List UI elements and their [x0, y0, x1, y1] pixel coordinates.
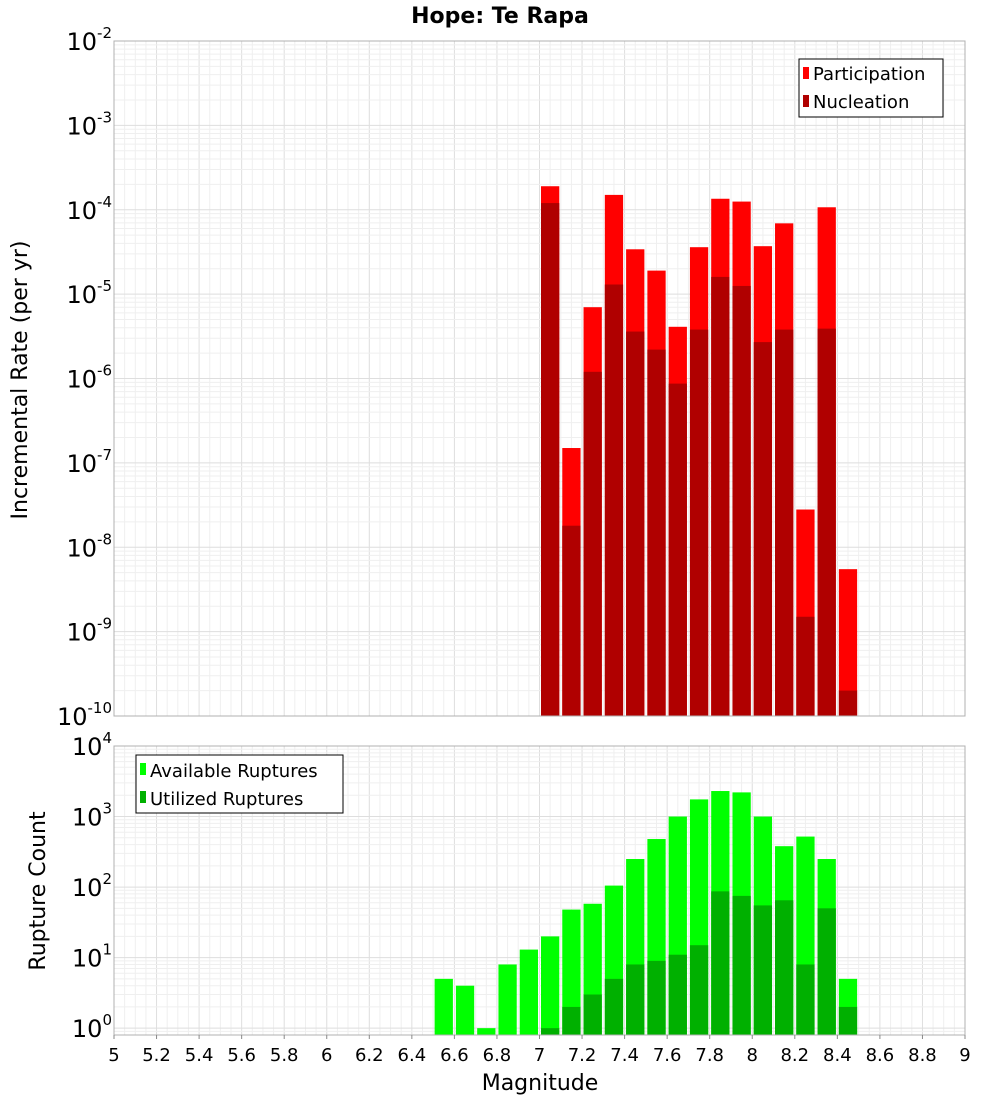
x-tick-label: 5.2	[142, 1045, 171, 1066]
participation-bar	[838, 569, 858, 716]
count-y-tick-label: 104	[72, 729, 112, 761]
available-ruptures-bar	[562, 909, 581, 1035]
rate-grid	[113, 41, 966, 717]
x-tick-label: 7.6	[653, 1045, 682, 1066]
x-tick-label: 6	[321, 1045, 332, 1066]
nucleation-bar	[562, 525, 581, 716]
nucleation-bar	[604, 284, 624, 716]
count-y-ticks: 100 101 102 103 104	[72, 729, 112, 1043]
count-y-tick-label: 101	[72, 941, 112, 973]
nucleation-bar	[732, 285, 751, 716]
legend-swatch-participation	[803, 67, 809, 79]
count-y-tick-label: 103	[72, 800, 112, 832]
legend-swatch-utilized	[140, 791, 146, 803]
utilized-ruptures-bar	[626, 964, 645, 1035]
nucleation-bar	[775, 329, 794, 716]
x-tick-label: 9	[959, 1045, 970, 1066]
count-panel: 100 101 102 103 104 5 5.2 5.4 5.6 5.8 6 6.2 6.4 6.6 6…	[26, 729, 971, 1096]
available-ruptures-bar	[455, 985, 475, 1035]
utilized-ruptures-bar	[753, 905, 773, 1035]
nucleation-bar	[753, 342, 773, 716]
rate-legend: Participation Nucleation	[798, 58, 944, 118]
available-ruptures-bar	[519, 949, 538, 1035]
rate-plot-frame	[113, 40, 966, 717]
x-tick-label: 8.4	[823, 1045, 852, 1066]
nucleation-bar	[668, 383, 687, 716]
rate-y-tick-label: 10-8	[66, 530, 112, 562]
legend-label-participation: Participation	[813, 64, 925, 85]
x-tick-label: 6.4	[398, 1045, 427, 1066]
utilized-ruptures-bar	[775, 900, 794, 1035]
rate-bars	[541, 186, 858, 717]
legend-swatch-nucleation	[803, 95, 809, 107]
rate-y-axis-label: Incremental Rate (per yr)	[8, 241, 33, 520]
x-tick-label: 5.4	[185, 1045, 214, 1066]
legend-label-utilized: Utilized Ruptures	[150, 789, 303, 810]
rate-y-tick-label: 10-4	[66, 193, 112, 225]
nucleation-bar	[711, 276, 730, 716]
x-tick-label: 8.6	[866, 1045, 895, 1066]
rate-y-tick-label: 10-2	[66, 24, 112, 56]
utilized-ruptures-bar	[541, 1028, 560, 1035]
x-tick-label: 5.6	[227, 1045, 256, 1066]
rate-y-tick-label: 10-9	[66, 615, 112, 647]
utilized-ruptures-bar	[796, 964, 815, 1035]
rate-y-tick-label: 10-3	[66, 108, 112, 140]
count-y-tick-label: 102	[72, 870, 112, 902]
available-ruptures-bar	[541, 936, 560, 1035]
count-bars	[434, 791, 858, 1035]
x-tick-label: 5.8	[270, 1045, 299, 1066]
utilized-ruptures-bar	[562, 1006, 581, 1035]
nucleation-bar	[626, 331, 645, 716]
x-tick-label: 6.6	[440, 1045, 469, 1066]
nucleation-bar	[817, 328, 836, 716]
rate-y-tick-label: 10-10	[57, 699, 112, 731]
x-ticks: 5 5.2 5.4 5.6 5.8 6 6.2 6.4 6.6 6.8 7 7.2 7.4 7.6 7.8 8…	[108, 1035, 971, 1066]
x-tick-label: 7.2	[568, 1045, 597, 1066]
utilized-ruptures-bar	[668, 954, 687, 1035]
x-tick-label: 5	[108, 1045, 119, 1066]
available-ruptures-bar	[434, 978, 453, 1035]
rate-y-ticks: 10-10 10-9 10-8 10-7 10-6 10-5 10-4 10-3 10-2	[57, 24, 112, 731]
utilized-ruptures-bar	[732, 895, 751, 1035]
rate-panel: 10-10 10-9 10-8 10-7 10-6 10-5 10-4 10-3 10-2 In…	[8, 24, 966, 731]
chart-title: Hope: Te Rapa	[411, 4, 589, 29]
utilized-ruptures-bar	[711, 891, 730, 1035]
x-tick-label: 8	[747, 1045, 758, 1066]
nucleation-bar	[541, 203, 560, 716]
x-tick-label: 7.8	[695, 1045, 724, 1066]
rate-y-tick-label: 10-5	[66, 277, 112, 309]
utilized-ruptures-bar	[838, 1006, 858, 1035]
utilized-ruptures-bar	[817, 908, 836, 1035]
x-axis-label: Magnitude	[482, 1071, 599, 1096]
x-tick-label: 7	[534, 1045, 545, 1066]
x-tick-label: 6.8	[483, 1045, 512, 1066]
legend-label-nucleation: Nucleation	[813, 92, 909, 113]
nucleation-bar	[647, 349, 666, 716]
count-legend: Available Ruptures Utilized Ruptures	[135, 754, 344, 814]
count-y-tick-label: 100	[72, 1011, 112, 1043]
utilized-ruptures-bar	[604, 978, 624, 1035]
rate-y-tick-label: 10-6	[66, 362, 112, 394]
nucleation-bar	[583, 371, 602, 716]
count-y-axis-label: Rupture Count	[26, 811, 51, 971]
available-ruptures-bar	[498, 964, 517, 1035]
utilized-ruptures-bar	[689, 945, 709, 1035]
x-tick-label: 8.8	[908, 1045, 937, 1066]
utilized-ruptures-bar	[583, 994, 602, 1035]
available-ruptures-bar	[477, 1028, 496, 1035]
rate-y-tick-label: 10-7	[66, 446, 112, 478]
x-tick-label: 7.4	[610, 1045, 639, 1066]
legend-label-available: Available Ruptures	[150, 761, 318, 782]
utilized-ruptures-bar	[647, 960, 666, 1035]
legend-swatch-available	[140, 763, 146, 775]
nucleation-bar	[838, 690, 858, 716]
x-tick-label: 8.2	[780, 1045, 809, 1066]
nucleation-bar	[689, 329, 709, 716]
x-tick-label: 6.2	[355, 1045, 384, 1066]
nucleation-bar	[796, 616, 815, 716]
